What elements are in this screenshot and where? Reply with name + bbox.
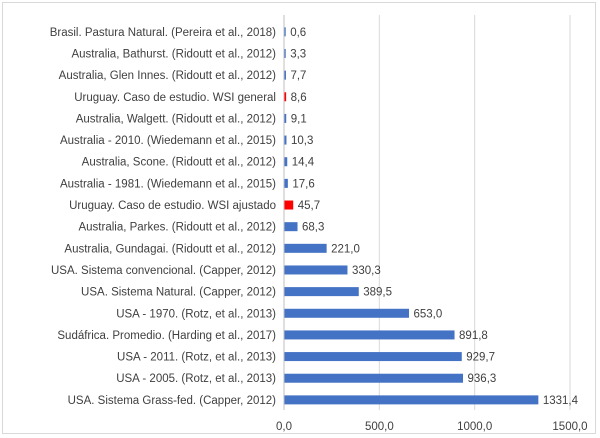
category-label: Sudáfrica. Promedio. (Harding et al., 20… [57,330,276,342]
data-label: 8,6 [291,92,307,104]
category-label: Australia, Gundagai. (Ridoutt et al., 20… [64,243,276,255]
category-label: USA - 1970. (Rotz, et al., 2013) [116,308,276,320]
bar [284,265,348,275]
bar [284,352,462,362]
category-label: Australia, Glen Innes. (Ridoutt et al., … [59,70,277,82]
data-label: 68,3 [302,222,324,234]
value-labels: 0,6 3,3 7,7 8,6 9,1 10,3 14,4 17,6 45,7 68,3 221,0… [290,27,578,407]
category-label: USA - 2011. (Rotz, et al., 2013) [117,352,276,364]
data-label: 929,7 [466,352,495,364]
data-label: 9,1 [291,113,307,125]
bar [284,27,286,37]
bar [284,222,298,232]
category-labels: Brasil. Pastura Natural. (Pereira et al.… [50,27,276,407]
bar [284,330,455,340]
data-label: 3,3 [290,48,306,60]
category-label: Australia - 2010. (Wiedemann et al., 201… [60,135,276,147]
category-label: USA. Sistema convencional. (Capper, 2012… [51,265,276,277]
category-label: Uruguay. Caso de estudio. WSI ajustado [69,200,276,212]
bar [284,48,286,58]
x-axis: 0,0 500,0 1000,0 1500,0 [276,15,588,433]
data-label: 45,7 [298,200,320,212]
data-label: 7,7 [290,70,306,82]
category-label: Australia, Walgett. (Ridoutt et al., 201… [76,113,276,125]
bar [284,287,359,297]
data-label: 221,0 [331,243,360,255]
data-label: 10,3 [291,135,313,147]
data-label: 0,6 [290,27,306,39]
category-label: USA. Sistema Grass-fed. (Capper, 2012) [68,395,277,407]
gridlines [283,15,571,410]
bar [284,178,288,188]
bar [284,373,464,383]
bars [284,27,539,405]
data-label: 330,3 [352,265,381,277]
bar [284,243,327,253]
data-label: 389,5 [363,287,392,299]
category-label: Australia - 1981. (Wiedemann et al., 201… [60,178,276,190]
bar [284,70,286,80]
category-label: Australia, Scone. (Ridoutt et al., 2012) [82,157,276,169]
data-label: 14,4 [292,157,315,169]
bar [284,135,287,145]
x-tick-label: 500,0 [365,421,394,433]
data-label: 1331,4 [543,395,579,407]
category-label: USA. Sistema Natural. (Capper, 2012) [81,287,276,299]
x-tick-label: 0,0 [276,421,292,433]
category-label: Australia, Bathurst. (Ridoutt et al., 20… [71,48,276,60]
data-label: 653,0 [414,308,443,320]
category-label: Uruguay. Caso de estudio. WSI general [74,92,276,104]
bar [284,92,287,102]
bar-chart: Brasil. Pastura Natural. (Pereira et al.… [50,15,588,433]
x-tick-label: 1500,0 [552,421,587,433]
bar [284,200,294,210]
category-label: Australia, Parkes. (Ridoutt et al., 2012… [78,222,276,234]
category-label: Brasil. Pastura Natural. (Pereira et al.… [50,27,276,39]
bar [284,395,539,405]
category-label: USA - 2005. (Rotz, et al., 2013) [116,373,276,385]
bar [284,308,410,318]
bar [284,113,287,123]
x-tick-label: 1000,0 [457,421,492,433]
data-label: 936,3 [468,373,497,385]
chart-frame: Brasil. Pastura Natural. (Pereira et al.… [2,2,596,434]
data-label: 891,8 [459,330,488,342]
bar [284,157,288,167]
data-label: 17,6 [292,178,314,190]
